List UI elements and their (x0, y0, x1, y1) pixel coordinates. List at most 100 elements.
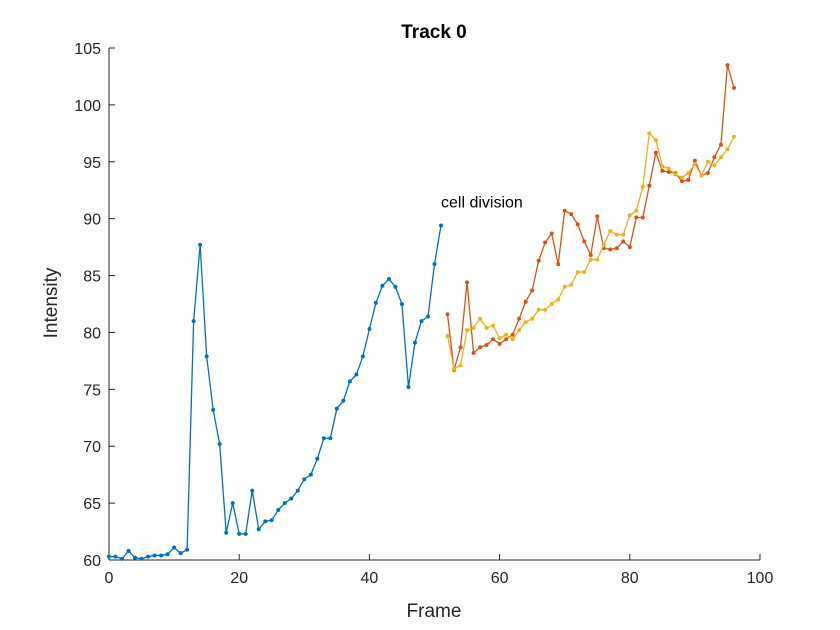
data-point (321, 436, 326, 441)
data-point (373, 300, 378, 305)
data-point (725, 147, 730, 152)
data-point (243, 531, 248, 536)
data-point (712, 155, 717, 160)
y-tick-label: 95 (83, 155, 101, 172)
data-point (386, 276, 391, 281)
data-point (673, 172, 678, 177)
data-point (731, 85, 736, 90)
data-point (465, 280, 470, 285)
data-point (315, 456, 320, 461)
data-point (465, 328, 470, 333)
data-point (224, 530, 229, 535)
data-point (308, 472, 313, 477)
data-point (146, 554, 151, 559)
data-point (705, 171, 710, 176)
data-point (647, 131, 652, 136)
data-point (230, 501, 235, 506)
data-point (640, 184, 645, 189)
data-point (614, 246, 619, 251)
data-point (705, 159, 710, 164)
data-point (354, 372, 359, 377)
data-point (640, 215, 645, 220)
data-point (517, 316, 522, 321)
data-point (458, 363, 463, 368)
data-point (562, 284, 567, 289)
data-point (718, 142, 723, 147)
data-point (406, 385, 411, 390)
data-point (341, 398, 346, 403)
data-point (634, 215, 639, 220)
data-point (295, 488, 300, 493)
data-point (569, 212, 574, 217)
data-point (653, 138, 658, 143)
data-point (191, 319, 196, 324)
data-point (686, 171, 691, 176)
data-point (276, 507, 281, 512)
data-point (360, 354, 365, 359)
data-point (491, 323, 496, 328)
data-point (478, 316, 483, 321)
x-tick-label: 60 (491, 570, 509, 587)
x-axis-label: Frame (407, 601, 462, 622)
data-point (582, 270, 587, 275)
data-point (530, 288, 535, 293)
data-point (250, 488, 255, 493)
data-point (679, 179, 684, 184)
data-point (120, 556, 125, 561)
data-point (126, 548, 131, 553)
annotation-label: cell division (441, 194, 523, 211)
data-point (152, 553, 157, 558)
x-tick-label: 40 (361, 570, 379, 587)
data-point (113, 554, 118, 559)
data-point (491, 337, 496, 342)
data-point (718, 155, 723, 160)
data-point (666, 170, 671, 175)
data-point (263, 519, 268, 524)
data-point (679, 175, 684, 180)
data-point (569, 282, 574, 287)
data-point (731, 134, 736, 139)
data-point (282, 501, 287, 506)
data-point (536, 258, 541, 263)
data-point (666, 166, 671, 171)
data-point (536, 307, 541, 312)
data-point (608, 247, 613, 252)
data-point (445, 312, 450, 317)
series-line (109, 225, 442, 560)
chart-title: Track 0 (401, 22, 467, 43)
data-point (627, 245, 632, 250)
data-point (634, 208, 639, 213)
data-point (484, 325, 489, 330)
x-tick-label: 20 (230, 570, 248, 587)
data-point (595, 257, 600, 262)
data-point (256, 527, 261, 532)
data-point (328, 436, 333, 441)
data-point (178, 551, 183, 556)
data-point (549, 302, 554, 306)
data-point (478, 345, 483, 350)
data-point (660, 168, 665, 173)
data-point (575, 270, 580, 275)
series-0 (107, 223, 444, 561)
data-point (712, 163, 717, 168)
y-tick-label: 90 (83, 212, 101, 229)
x-tick-label: 80 (621, 570, 639, 587)
data-point (107, 554, 111, 559)
data-point (517, 328, 522, 333)
data-point (497, 336, 502, 341)
data-point (523, 299, 528, 304)
data-point (393, 284, 398, 289)
data-point (302, 477, 307, 482)
data-point (484, 342, 489, 347)
data-point (627, 213, 632, 218)
data-point (399, 302, 404, 306)
data-point (543, 307, 548, 312)
data-point (471, 350, 476, 355)
data-point (562, 208, 567, 213)
data-point (601, 242, 606, 247)
data-point (133, 555, 138, 560)
data-point (237, 531, 242, 536)
data-point (204, 354, 209, 359)
